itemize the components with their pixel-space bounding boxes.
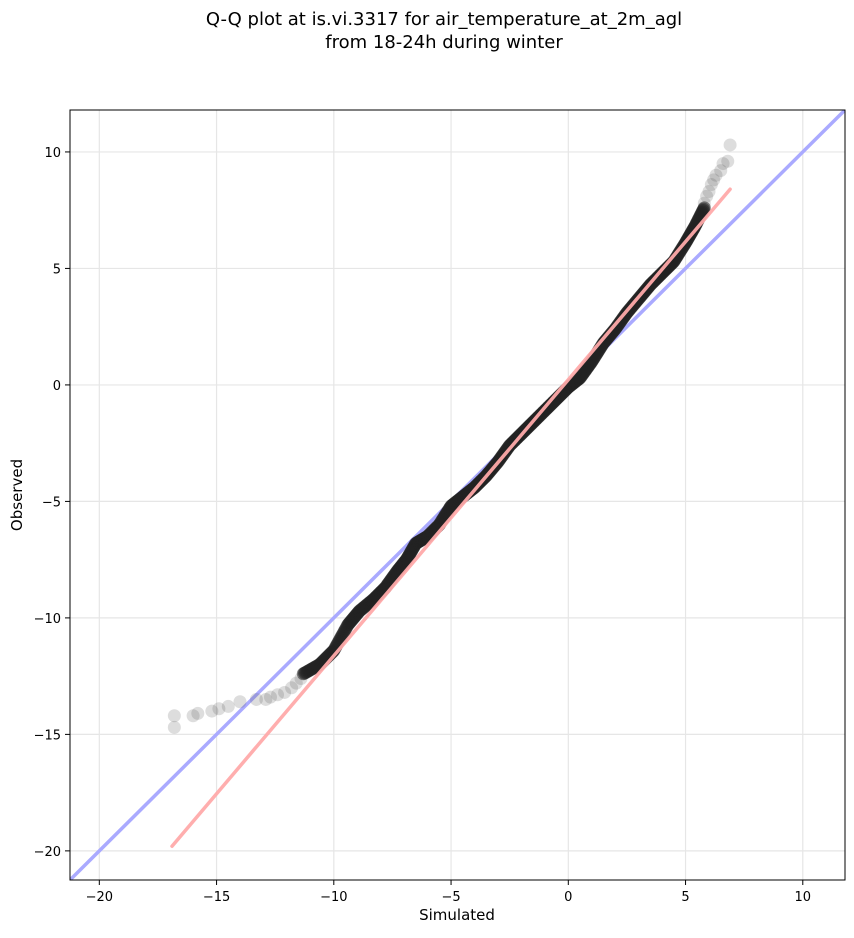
tail-point (167, 720, 181, 734)
x-tick-label: −5 (441, 890, 460, 905)
chart-title-line-2: from 18-24h during winter (325, 32, 563, 53)
tail-point (259, 692, 273, 706)
tail-point (167, 709, 181, 723)
tail-point (221, 699, 235, 713)
tail-point (721, 154, 735, 168)
tail-point (704, 178, 718, 192)
tail-point (285, 681, 299, 695)
tail-point (278, 685, 292, 699)
tail-point (233, 695, 247, 709)
quantile-point (697, 201, 711, 215)
tail-point (702, 185, 716, 199)
tail-point (723, 138, 737, 152)
tail-point (709, 168, 723, 182)
y-tick-label: −15 (34, 728, 61, 743)
data-points (167, 138, 737, 848)
y-tick-label: 10 (44, 146, 61, 161)
tail-point (205, 704, 219, 718)
x-tick-label: −10 (320, 890, 347, 905)
tail-point (212, 702, 226, 716)
axis-ticks: −20 −15 −10 −5 0 5 10 10 5 0 −5 −10 −15 −20 (34, 146, 812, 905)
plot-area-frame (69, 109, 846, 881)
tail-point (289, 676, 303, 690)
tail-point (714, 164, 728, 178)
tail-point (249, 692, 263, 706)
x-tick-label: 0 (564, 890, 572, 905)
tail-point (700, 189, 714, 203)
x-tick-label: −15 (203, 890, 230, 905)
tail-point (716, 157, 730, 171)
y-axis-label: Observed (8, 459, 26, 531)
tail-point (186, 709, 200, 723)
y-tick-label: 5 (53, 262, 61, 277)
fit-line (170, 187, 732, 848)
y-tick-label: 0 (53, 379, 61, 394)
tail-point (271, 688, 285, 702)
chart-title-line-1: Q-Q plot at is.vi.3317 for air_temperatu… (206, 9, 682, 30)
x-tick-label: −20 (86, 890, 113, 905)
y-tick-label: −5 (42, 495, 61, 510)
y-tick-label: −10 (34, 612, 61, 627)
x-tick-label: 10 (795, 890, 812, 905)
tail-point (191, 706, 205, 720)
tail-point (263, 690, 277, 704)
tail-point (707, 173, 721, 187)
x-axis-label: Simulated (419, 906, 495, 924)
x-tick-label: 5 (681, 890, 689, 905)
y-tick-label: −20 (34, 845, 61, 860)
